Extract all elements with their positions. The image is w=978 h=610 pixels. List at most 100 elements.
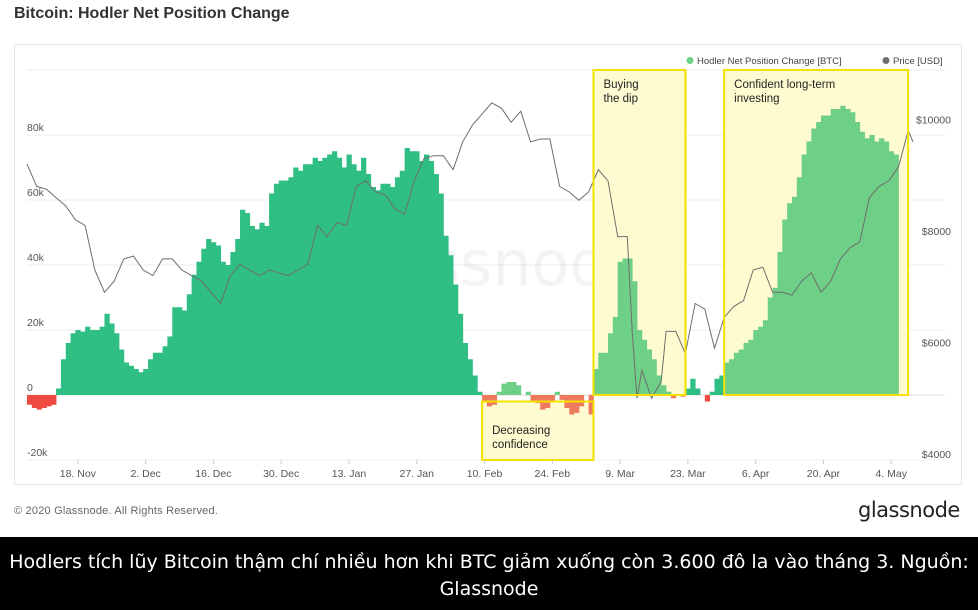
bar — [506, 382, 512, 395]
x-tick-label: 6. Apr — [742, 468, 770, 480]
bar — [404, 148, 410, 395]
x-tick-label: 27. Jan — [400, 468, 435, 480]
annotation-label: Confident long-term — [734, 79, 835, 91]
bar — [801, 154, 807, 395]
bar — [535, 395, 541, 404]
bar — [380, 183, 386, 395]
bar — [879, 138, 885, 395]
bar — [709, 391, 715, 395]
x-tick-label: 20. Apr — [807, 468, 841, 480]
bar — [99, 326, 105, 395]
bar — [356, 170, 362, 395]
bar — [114, 333, 120, 395]
bar — [249, 226, 255, 395]
bar — [477, 391, 483, 395]
bar — [254, 229, 260, 395]
bar — [75, 330, 81, 395]
bar — [782, 219, 788, 395]
bar — [588, 395, 594, 415]
annotation-label: investing — [734, 93, 779, 105]
bar — [661, 385, 667, 395]
bar — [433, 174, 439, 395]
bar — [787, 203, 793, 395]
bar — [70, 333, 76, 395]
bar — [143, 369, 149, 395]
bar — [607, 333, 614, 395]
bar — [133, 369, 139, 395]
bar — [511, 382, 517, 395]
y-left-tick-label: 20k — [27, 317, 45, 329]
bar — [491, 395, 498, 405]
bar — [293, 167, 299, 395]
bar — [341, 167, 347, 395]
bar — [118, 349, 125, 395]
bar — [762, 320, 769, 395]
bar — [777, 252, 783, 395]
bar — [554, 391, 560, 395]
x-tick-label: 2. Dec — [130, 468, 160, 480]
bar — [36, 395, 42, 410]
bar — [41, 395, 47, 408]
bar — [772, 287, 778, 395]
bar — [525, 391, 531, 395]
x-tick-label: 18. Nov — [60, 468, 97, 480]
y-left-tick-label: 0 — [27, 382, 33, 394]
bar — [332, 151, 338, 395]
bar — [811, 128, 817, 395]
bar — [462, 343, 468, 395]
bar — [186, 294, 193, 395]
bar — [162, 346, 168, 395]
x-tick-label: 13. Jan — [332, 468, 367, 480]
bar — [496, 391, 502, 395]
bar — [336, 157, 343, 395]
bar — [138, 372, 144, 395]
legend-label-price: Price [USD] — [893, 56, 943, 67]
bar — [453, 284, 459, 395]
bar — [617, 261, 623, 395]
x-tick-label: 16. Dec — [195, 468, 231, 480]
bar — [893, 154, 899, 395]
bar — [767, 297, 773, 395]
bar — [850, 112, 856, 395]
bar — [632, 281, 638, 395]
bar — [210, 242, 217, 395]
bar — [569, 395, 575, 415]
y-right-tick-label: $4000 — [922, 449, 951, 461]
bar — [816, 122, 822, 395]
bar — [443, 235, 449, 395]
bar — [733, 352, 740, 395]
bar — [409, 151, 415, 395]
bar — [714, 378, 720, 395]
bar — [719, 375, 725, 395]
legend-marker-price — [882, 57, 890, 64]
bar — [646, 349, 652, 395]
bar — [845, 109, 851, 395]
bar — [666, 391, 672, 395]
bar — [549, 395, 556, 402]
bar — [482, 395, 488, 402]
bar — [651, 359, 657, 395]
y-left-tick-label: 60k — [27, 187, 45, 199]
bar — [690, 378, 696, 395]
chart-svg: glassnodeDecreasingconfidenceBuyingthe d… — [26, 56, 951, 480]
bar — [240, 209, 246, 395]
legend-label-hodler: Hodler Net Position Change [BTC] — [697, 56, 842, 67]
bar — [31, 395, 38, 408]
x-tick-label: 30. Dec — [263, 468, 299, 480]
bar — [685, 388, 691, 395]
bar — [603, 352, 609, 395]
bar — [821, 115, 827, 395]
bar — [177, 307, 183, 395]
bar — [230, 252, 236, 395]
bar — [869, 135, 875, 395]
bar — [641, 339, 648, 395]
bar — [370, 187, 376, 395]
bar — [148, 359, 154, 395]
annotation-border — [723, 69, 910, 396]
bar — [457, 313, 464, 395]
bar — [225, 265, 231, 395]
bar — [888, 151, 895, 395]
y-left-tick-label: 40k — [27, 252, 45, 264]
bar — [830, 109, 836, 395]
bar — [874, 141, 880, 395]
